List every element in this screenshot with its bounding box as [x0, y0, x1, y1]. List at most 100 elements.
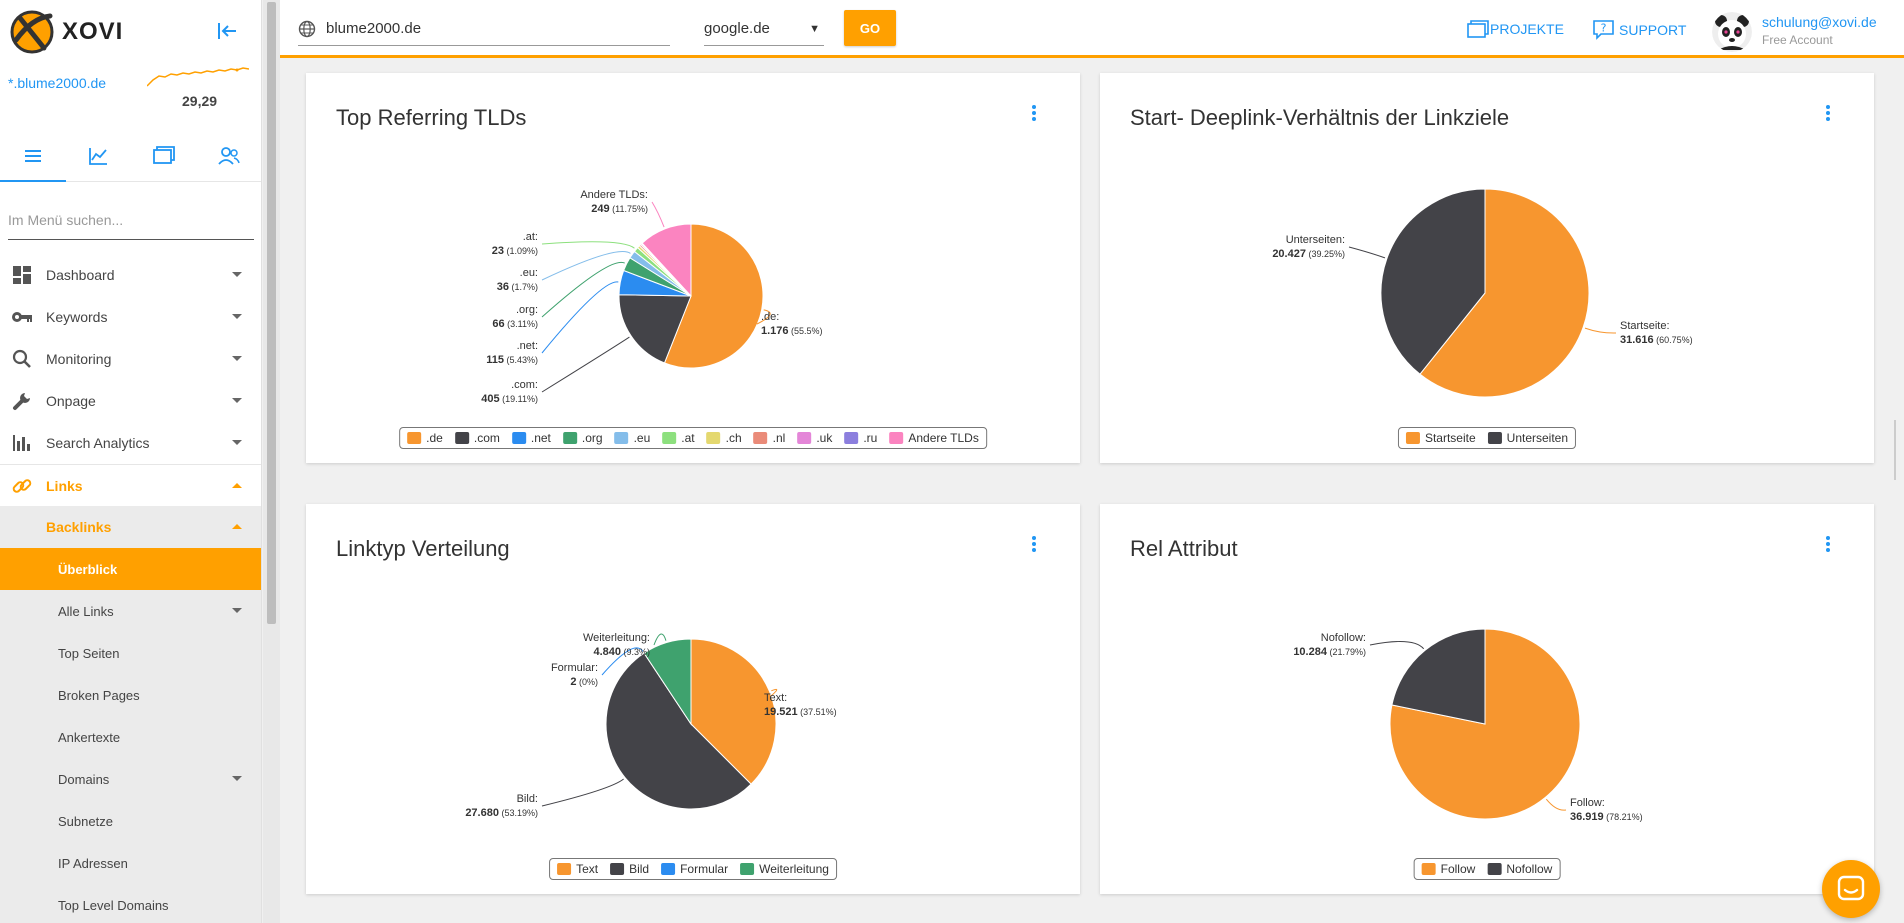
pie-slice-weiterleitung[interactable]	[643, 638, 692, 726]
sidebar-item-label: Top Level Domains	[58, 897, 169, 913]
slice-label: Text:	[764, 692, 787, 704]
card-menu-button[interactable]	[1028, 103, 1040, 127]
legend-item[interactable]: .net	[511, 431, 551, 445]
pie-slice-nofollow[interactable]	[1391, 628, 1486, 725]
sidebar-item-ip-adressen[interactable]: IP Adressen	[0, 842, 261, 884]
legend-item[interactable]: .com	[454, 431, 500, 445]
connector-line	[651, 201, 665, 228]
legend-item[interactable]: .ch	[706, 431, 742, 445]
projects-link[interactable]: PROJEKTE	[1466, 19, 1564, 39]
sidebar-item-broken-pages[interactable]: Broken Pages	[0, 674, 261, 716]
slice-percent: (60.75%)	[1654, 335, 1693, 345]
legend-label: .org	[581, 431, 603, 445]
sidebar-item-backlinks[interactable]: Backlinks	[0, 506, 261, 548]
connector-line	[541, 778, 624, 807]
tab-users[interactable]	[197, 130, 262, 181]
legend-item[interactable]: Bild	[610, 862, 649, 876]
slice-percent: (11.75%)	[610, 204, 648, 214]
legend-label: .nl	[772, 431, 786, 445]
sidebar-item-links[interactable]: Links	[0, 464, 261, 506]
card-menu-button[interactable]	[1028, 534, 1040, 558]
card-menu-button[interactable]	[1822, 103, 1834, 127]
sidebar-panel: XOVI *.blume2000.de 29,29	[0, 0, 262, 923]
slice-percent: (0%)	[576, 677, 598, 687]
legend-item[interactable]: .de	[407, 431, 443, 445]
card-menu-button[interactable]	[1822, 534, 1834, 558]
legend-swatch	[1421, 863, 1436, 875]
legend-item[interactable]: Text	[557, 862, 598, 876]
legend-item[interactable]: Nofollow	[1487, 862, 1552, 876]
legend-swatch	[557, 863, 572, 875]
legend-item[interactable]: Andere TLDs	[889, 431, 979, 445]
chat-button[interactable]	[1822, 860, 1880, 918]
sidebar-item-top-level-domains[interactable]: Top Level Domains	[0, 884, 261, 923]
legend-item[interactable]: .eu	[614, 431, 650, 445]
sidebar-item-alle-links[interactable]: Alle Links	[0, 590, 261, 632]
slice-value-number: 31.616	[1620, 334, 1654, 346]
sidebar-item-top-seiten[interactable]: Top Seiten	[0, 632, 261, 674]
sidebar-item-ankertexte[interactable]: Ankertexte	[0, 716, 261, 758]
slice-value: 66 (3.11%)	[492, 318, 538, 330]
sidebar-item-search-analytics[interactable]: Search Analytics	[0, 422, 261, 464]
tab-projects[interactable]	[131, 130, 197, 181]
sidebar-item-monitoring[interactable]: Monitoring	[0, 338, 261, 380]
pie-slice-startseite[interactable]	[1419, 188, 1590, 398]
legend-item[interactable]: .uk	[797, 431, 832, 445]
user-email[interactable]: schulung@xovi.de	[1762, 14, 1877, 30]
user-avatar[interactable]	[1712, 12, 1752, 52]
legend-item[interactable]: Startseite	[1405, 431, 1476, 445]
legend-item[interactable]: Follow	[1421, 862, 1475, 876]
legend-swatch	[614, 432, 629, 444]
legend-swatch	[661, 863, 676, 875]
chevron-down-icon	[232, 776, 242, 781]
slice-value-number: 20.427	[1272, 248, 1306, 260]
legend-item[interactable]: .at	[662, 431, 695, 445]
vertical-dots-icon	[1028, 536, 1040, 552]
legend-item[interactable]: Unterseiten	[1487, 431, 1568, 445]
legend-swatch	[511, 432, 526, 444]
legend-item[interactable]: .ru	[844, 431, 877, 445]
pie-slice-andere-tlds[interactable]	[641, 223, 692, 298]
xovi-logo[interactable]: XOVI	[10, 10, 123, 54]
sidebar-item-domains[interactable]: Domains	[0, 758, 261, 800]
domain-search[interactable]	[298, 12, 670, 46]
sidebar-item-ueberblick[interactable]: Überblick	[0, 548, 261, 590]
pie-slice-text[interactable]	[690, 638, 777, 785]
sidebar-scrollbar[interactable]	[263, 0, 280, 923]
domain-search-input[interactable]	[326, 20, 646, 37]
legend-swatch	[889, 432, 904, 444]
slice-percent: (3.11%)	[505, 319, 538, 329]
slice-value: 31.616 (60.75%)	[1620, 334, 1693, 346]
connector-line	[1584, 327, 1617, 334]
sidebar-item-dashboard[interactable]: Dashboard	[0, 254, 261, 296]
pie-slice-de[interactable]	[663, 223, 764, 369]
pie-slice-bild[interactable]	[605, 652, 752, 810]
current-domain-link[interactable]: *.blume2000.de	[8, 75, 107, 91]
support-link[interactable]: ? SUPPORT	[1592, 19, 1686, 41]
sidebar-item-keywords[interactable]: Keywords	[0, 296, 261, 338]
slice-value: 27.680 (53.19%)	[465, 807, 538, 819]
search-engine-select[interactable]: google.de ▼	[704, 12, 824, 46]
tab-charts[interactable]	[66, 130, 132, 181]
page-scroll-edge	[1894, 420, 1896, 480]
scrollbar-thumb[interactable]	[267, 2, 276, 624]
chart-card-top-referring-tlds: Top Referring TLDs .de: 1.176 (55.5%) .com…	[306, 73, 1080, 463]
legend-item[interactable]: .nl	[753, 431, 786, 445]
legend-item[interactable]: .org	[562, 431, 603, 445]
legend-item[interactable]: Weiterleitung	[740, 862, 829, 876]
pie-slice-com[interactable]	[618, 294, 692, 364]
legend-swatch	[407, 432, 422, 444]
legend-item[interactable]: Formular	[661, 862, 728, 876]
card-title: Rel Attribut	[1130, 536, 1238, 561]
menu-search-input[interactable]	[8, 200, 254, 240]
collapse-sidebar-button[interactable]	[214, 18, 240, 44]
tab-menu[interactable]	[0, 130, 66, 182]
sidebar-item-onpage[interactable]: Onpage	[0, 380, 261, 422]
folders-icon	[1467, 20, 1489, 38]
legend-swatch	[753, 432, 768, 444]
slice-value: 405 (19.11%)	[481, 393, 538, 405]
sidebar-item-subnetze[interactable]: Subnetze	[0, 800, 261, 842]
go-button[interactable]: GO	[844, 10, 896, 46]
legend-label: Startseite	[1424, 431, 1476, 445]
pie-slice-unterseiten[interactable]	[1380, 188, 1486, 375]
